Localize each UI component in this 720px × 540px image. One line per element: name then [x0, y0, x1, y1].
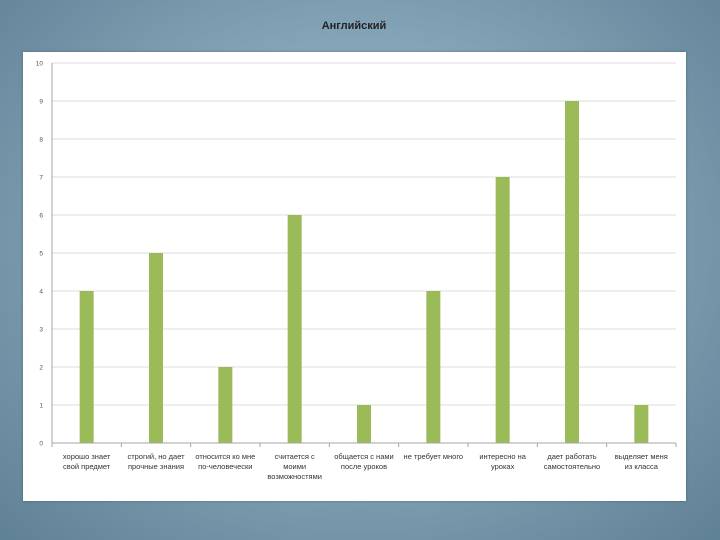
bar — [287, 215, 302, 443]
y-tick-label: 7 — [39, 175, 43, 182]
bars — [79, 101, 649, 443]
bar — [149, 253, 163, 443]
x-tick-label: считается с моими возможностями — [267, 452, 322, 481]
bar — [79, 291, 94, 443]
gridlines — [52, 62, 676, 406]
chart-title: Английский — [321, 20, 387, 32]
y-tick-label: 9 — [39, 99, 43, 106]
y-axis: 0 1 2 3 4 5 6 7 8 9 10 — [36, 61, 53, 448]
y-tick-label: 10 — [36, 61, 44, 68]
y-tick-label: 4 — [39, 289, 43, 296]
x-tick-label: строгий, но дает прочные знания — [127, 452, 185, 471]
bar — [357, 405, 371, 443]
bar — [426, 291, 441, 443]
x-tick-label: интересно на уроках — [479, 452, 526, 471]
x-tick-label: хорошо знает свой предмет — [63, 452, 111, 471]
y-tick-label: 8 — [39, 137, 43, 144]
y-tick-label: 3 — [39, 327, 43, 334]
x-tick-label: относится ко мне по-человечески — [195, 452, 255, 471]
bar — [495, 177, 510, 443]
y-tick-label: 1 — [39, 403, 43, 410]
x-tick-label: общается с нами после уроков — [334, 452, 393, 471]
x-tick-label: выделяет меня из класса — [615, 452, 668, 471]
bar-chart: 0 1 2 3 4 5 6 7 8 9 10 хорошо знает свой предмет стр… — [36, 61, 677, 481]
bar — [218, 367, 233, 443]
x-tick-label: не требует много — [404, 452, 464, 461]
chart-panel: 0 1 2 3 4 5 6 7 8 9 10 хорошо знает свой предмет стр… — [23, 52, 686, 501]
x-axis: хорошо знает свой предмет строгий, но дает… — [51, 442, 677, 481]
bar — [565, 101, 579, 443]
y-tick-label: 5 — [39, 251, 43, 258]
bar — [634, 405, 649, 443]
y-tick-label: 0 — [39, 441, 43, 448]
x-tick-label: дает работать самостоятельно — [544, 452, 600, 471]
y-tick-label: 6 — [39, 213, 43, 220]
y-tick-label: 2 — [39, 365, 43, 372]
